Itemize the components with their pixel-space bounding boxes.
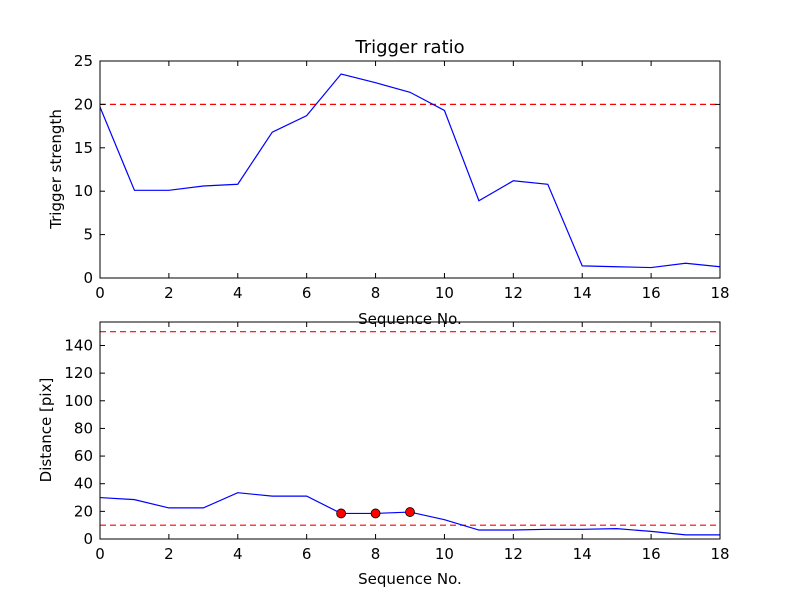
x-tick-label: 2	[164, 284, 174, 302]
x-tick-label: 4	[233, 545, 243, 563]
y-tick-label: 100	[64, 392, 93, 410]
x-tick-label: 6	[302, 545, 312, 563]
x-tick-label: 0	[95, 284, 105, 302]
x-tick-label: 10	[435, 545, 454, 563]
y-tick-label: 120	[64, 364, 93, 382]
data-marker	[405, 507, 415, 517]
x-tick-label: 6	[302, 284, 312, 302]
data-marker	[336, 508, 347, 519]
x-tick-label: 10	[435, 284, 454, 302]
trigger-strength-panel: 0 2 4 6 8 10 12 14 16 18 0 5 10 15 20 25	[74, 52, 730, 302]
x-tick-label: 18	[710, 284, 729, 302]
x-tick-label: 2	[164, 545, 174, 563]
top-y-axis-label: Trigger strength	[47, 109, 65, 230]
plot-frame	[99, 60, 721, 279]
y-tick-label: 60	[74, 447, 93, 465]
x-tick-label: 8	[371, 545, 381, 563]
x-tick-label: 4	[233, 284, 243, 302]
y-tick-label: 80	[74, 419, 93, 437]
y-tick-label: 20	[74, 95, 93, 113]
y-tick-label: 5	[83, 226, 93, 244]
x-tick-label: 14	[573, 284, 592, 302]
y-tick-label: 10	[74, 182, 93, 200]
y-tick-label: 0	[83, 530, 93, 548]
y-tick-label: 20	[74, 502, 93, 520]
y-tick-label: 0	[83, 269, 93, 287]
y-tick-label: 140	[64, 336, 93, 354]
x-tick-label: 0	[95, 545, 105, 563]
x-tick-label: 14	[573, 545, 592, 563]
top-x-axis-label: Sequence No.	[358, 310, 462, 328]
x-tick-label: 8	[371, 284, 381, 302]
x-tick-label: 12	[504, 545, 523, 563]
data-marker	[370, 508, 381, 519]
y-tick-label: 25	[74, 52, 93, 70]
plot-frame	[99, 321, 721, 540]
y-tick-label: 40	[74, 475, 93, 493]
x-tick-label: 16	[642, 284, 661, 302]
bottom-x-axis-label: Sequence No.	[358, 570, 462, 588]
x-tick-label: 12	[504, 284, 523, 302]
bottom-y-axis-label: Distance [pix]	[37, 378, 55, 483]
x-tick-label: 18	[710, 545, 729, 563]
series-line-0	[99, 73, 721, 269]
y-tick-label: 15	[74, 139, 93, 157]
chart-title: Trigger ratio	[354, 37, 464, 58]
distance-panel: 0 2 4 6 8 10 12 14 16 18 0 20 40 60 80 100 120 140	[64, 321, 730, 563]
x-tick-label: 16	[642, 545, 661, 563]
